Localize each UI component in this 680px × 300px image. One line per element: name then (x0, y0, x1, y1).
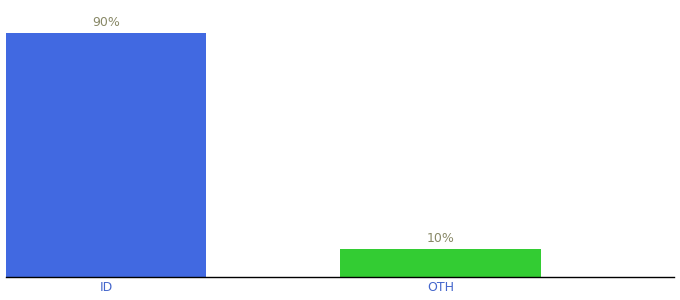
Bar (340, 250, 541, 277)
Text: 10%: 10% (426, 232, 454, 245)
Bar (5, 33, 206, 277)
Text: 90%: 90% (92, 16, 120, 28)
